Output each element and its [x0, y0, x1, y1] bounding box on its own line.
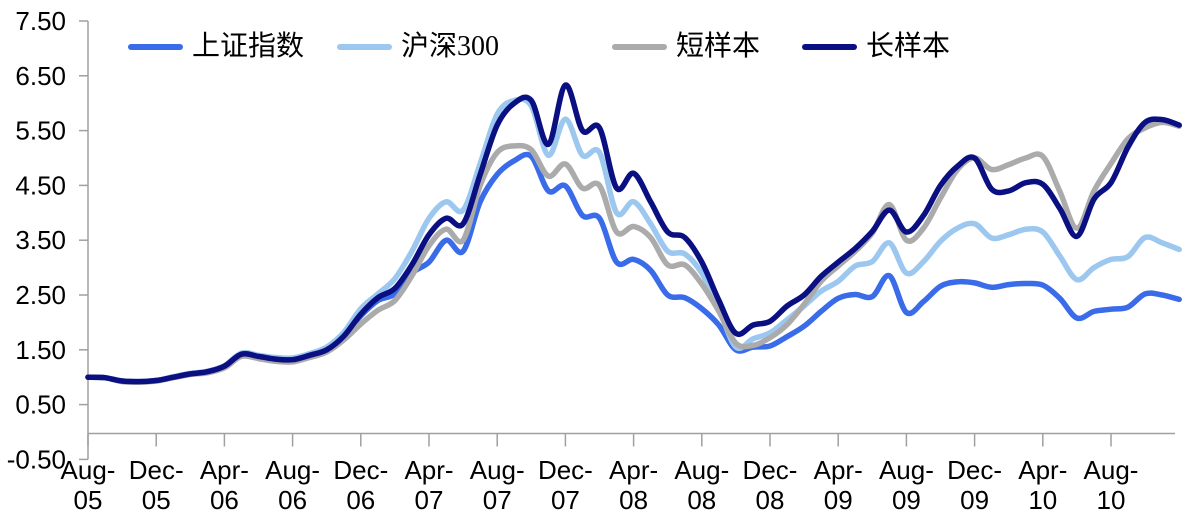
x-tick-label-year: 07	[415, 485, 444, 515]
x-tick-label: Aug-	[1084, 455, 1139, 485]
series-line-csi300	[85, 96, 1182, 385]
x-tick-label: Aug-	[61, 455, 116, 485]
x-tick-label-year: 08	[756, 485, 785, 515]
legend-item-csi300: 沪深300	[337, 30, 499, 64]
x-tick-label-year: 07	[483, 485, 512, 515]
y-tick-label: 6.50	[15, 61, 66, 91]
y-tick-label: 5.50	[15, 116, 66, 146]
y-tick-label: 7.50	[15, 6, 66, 36]
legend-item-long-sample: 长样本	[802, 30, 950, 64]
y-tick-label: -0.50	[7, 444, 66, 474]
x-tick-label-year: 06	[210, 485, 239, 515]
x-tick-label-year: 08	[619, 485, 648, 515]
x-tick-label-year: 06	[346, 485, 375, 515]
series-line-short-sample	[85, 119, 1182, 385]
legend-label-csi300: 沪深300	[401, 31, 500, 62]
x-tick-label: Apr-	[814, 455, 863, 485]
x-tick-label-year: 09	[960, 485, 989, 515]
x-tick-label: Aug-	[265, 455, 320, 485]
y-tick-label: 2.50	[15, 280, 66, 310]
legend-swatch-sse-composite-icon	[128, 44, 183, 50]
x-tick-label: Apr-	[404, 455, 453, 485]
legend-item-sse-composite: 上证指数	[128, 30, 304, 64]
y-tick-label: 3.50	[15, 225, 66, 255]
x-tick-label-year: 09	[824, 485, 853, 515]
x-tick-label-year: 10	[1028, 485, 1057, 515]
x-tick-label-year: 05	[142, 485, 171, 515]
legend-swatch-short-sample-icon	[612, 44, 667, 50]
x-tick-label: Dec-	[538, 455, 593, 485]
x-tick-label: Apr-	[1018, 455, 1067, 485]
x-tick-label: Aug-	[470, 455, 525, 485]
x-tick-label: Dec-	[129, 455, 184, 485]
legend-label-short-sample: 短样本	[676, 31, 761, 62]
legend-swatch-csi300-icon	[337, 44, 392, 50]
x-tick-label: Apr-	[200, 455, 249, 485]
x-tick-label: Aug-	[879, 455, 934, 485]
x-tick-label-year: 09	[892, 485, 921, 515]
x-tick-label: Dec-	[333, 455, 388, 485]
x-tick-label-year: 10	[1097, 485, 1126, 515]
y-tick-label: 4.50	[15, 170, 66, 200]
legend-item-short-sample: 短样本	[612, 30, 760, 64]
y-tick-label: 0.50	[15, 390, 66, 420]
legend-label-long-sample: 长样本	[866, 31, 951, 62]
x-tick-label-year: 07	[551, 485, 580, 515]
legend-swatch-long-sample-icon	[802, 44, 857, 50]
x-tick-label-year: 08	[687, 485, 716, 515]
x-tick-label: Apr-	[609, 455, 658, 485]
legend-label-sse-composite: 上证指数	[192, 31, 305, 62]
y-tick-label: 1.50	[15, 335, 66, 365]
x-tick-label: Dec-	[947, 455, 1002, 485]
x-tick-label-year: 05	[74, 485, 103, 515]
series-line-long-sample	[85, 82, 1182, 385]
x-tick-label: Aug-	[674, 455, 729, 485]
x-tick-label-year: 06	[278, 485, 307, 515]
x-tick-label: Dec-	[743, 455, 798, 485]
